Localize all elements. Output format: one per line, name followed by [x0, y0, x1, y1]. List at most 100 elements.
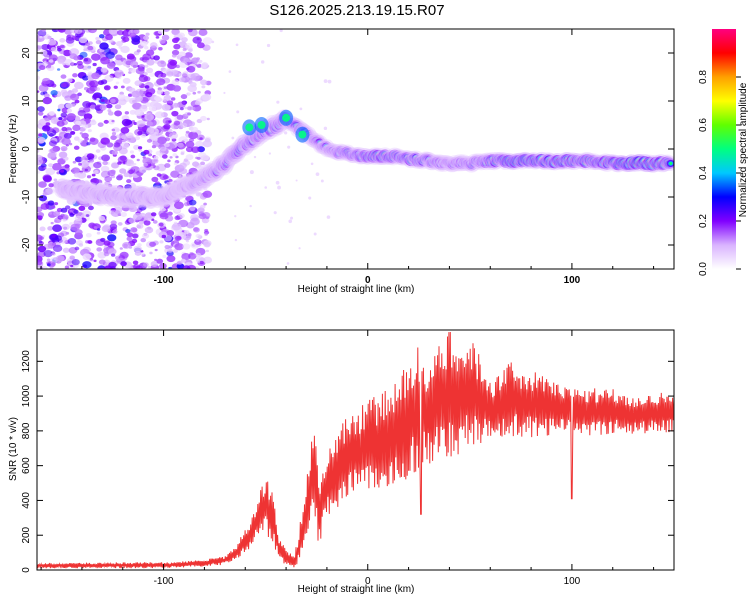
noise-speckle: [99, 104, 107, 111]
noise-speckle: [166, 255, 176, 263]
noise-speckle: [73, 136, 80, 141]
spectrogram-ylabel: Frequency (Hz): [8, 115, 19, 184]
noise-speckle: [179, 162, 187, 169]
noise-speckle: [115, 134, 121, 139]
noise-speckle: [39, 226, 46, 232]
noise-speckle: [166, 71, 174, 77]
noise-speckle: [96, 247, 103, 252]
noise-speckle: [59, 44, 65, 49]
noise-speckle: [83, 58, 89, 62]
spectrogram-y-tick-label: 0: [21, 146, 32, 152]
noise-speckle: [100, 165, 110, 173]
noise-speckle: [183, 57, 190, 63]
noise-speckle: [149, 131, 159, 140]
noise-speckle: [136, 49, 141, 53]
noise-speckle: [66, 197, 77, 205]
noise-speckle: [201, 93, 212, 101]
noise-speckle: [82, 253, 92, 261]
noise-speckle: [100, 98, 105, 103]
noise-speckle: [42, 191, 48, 196]
noise-speckle: [173, 201, 184, 210]
noise-speckle: [83, 48, 88, 52]
noise-speckle: [70, 264, 74, 268]
noise-speckle: [37, 251, 46, 258]
noise-speckle: [204, 233, 208, 236]
noise-speckle: [119, 168, 127, 174]
noise-speckle: [313, 232, 317, 236]
noise-speckle: [203, 202, 207, 206]
noise-speckle: [68, 90, 73, 93]
noise-speckle: [144, 215, 153, 221]
noise-speckle: [107, 234, 117, 242]
noise-speckle: [323, 126, 328, 131]
noise-speckle: [82, 75, 89, 81]
noise-speckle: [52, 244, 63, 253]
noise-speckle: [81, 132, 89, 139]
snr-x-tick-label: -100: [154, 576, 174, 587]
noise-speckle: [203, 256, 213, 264]
noise-speckle: [85, 42, 91, 47]
noise-speckle: [135, 67, 145, 75]
noise-speckle: [87, 45, 94, 51]
noise-speckle: [39, 35, 43, 39]
noise-speckle: [77, 63, 84, 69]
noise-speckle: [45, 167, 56, 176]
noise-speckle: [151, 176, 159, 183]
noise-speckle: [79, 51, 88, 58]
noise-speckle: [72, 73, 78, 78]
noise-speckle: [85, 214, 90, 217]
noise-speckle: [95, 149, 101, 153]
noise-speckle: [111, 253, 116, 257]
noise-speckle: [168, 266, 173, 269]
noise-speckle: [145, 32, 150, 36]
noise-speckle: [206, 117, 210, 121]
noise-speckle: [89, 159, 95, 163]
noise-speckle: [180, 122, 188, 129]
noise-speckle: [122, 36, 130, 43]
noise-speckle: [148, 105, 157, 112]
noise-speckle: [100, 67, 108, 73]
noise-speckle: [98, 259, 106, 265]
noise-speckle: [100, 79, 108, 85]
noise-speckle: [275, 180, 280, 185]
noise-speckle: [89, 258, 94, 261]
noise-speckle: [288, 219, 293, 224]
noise-speckle: [67, 237, 77, 245]
noise-speckle: [186, 65, 196, 73]
noise-speckle: [136, 223, 144, 229]
noise-speckle: [110, 98, 116, 104]
noise-speckle: [201, 85, 206, 89]
noise-speckle: [201, 154, 210, 161]
noise-speckle: [52, 242, 57, 246]
noise-speckle: [74, 229, 83, 236]
noise-speckle: [38, 181, 47, 188]
noise-speckle: [204, 228, 209, 232]
noise-speckle: [144, 85, 150, 89]
noise-speckle: [249, 170, 254, 175]
noise-speckle: [201, 62, 209, 68]
noise-speckle: [47, 35, 52, 40]
noise-speckle: [117, 93, 126, 100]
noise-speckle: [192, 161, 200, 167]
noise-speckle: [74, 29, 83, 35]
noise-speckle: [74, 246, 80, 251]
noise-speckle: [40, 50, 48, 56]
noise-speckle: [110, 169, 116, 174]
snr-x-tick-label: 0: [365, 576, 371, 587]
noise-speckle: [146, 138, 153, 143]
noise-speckle: [38, 111, 44, 116]
noise-speckle: [266, 43, 271, 48]
noise-speckle: [150, 212, 157, 217]
noise-speckle: [126, 236, 133, 242]
noise-speckle: [54, 220, 58, 223]
noise-speckle: [178, 41, 187, 48]
noise-speckle: [48, 59, 54, 63]
colorbar-tick-label: 0.6: [698, 118, 709, 132]
noise-speckle: [37, 259, 43, 266]
noise-speckle: [173, 43, 181, 50]
noise-speckle: [86, 153, 95, 160]
noise-speckle: [178, 61, 188, 69]
noise-speckle: [133, 264, 141, 269]
noise-speckle: [86, 87, 96, 94]
